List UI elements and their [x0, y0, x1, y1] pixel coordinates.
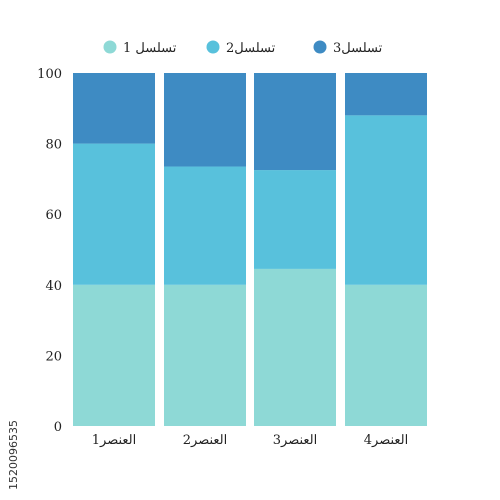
- legend-item-series1: تسلسل 1: [103, 40, 177, 56]
- legend: تسلسل 1 تسلسل2 تسلسل3: [103, 40, 383, 56]
- bar-segment-series3-item3: [254, 73, 336, 171]
- x-tick-label: العنصر4: [364, 433, 409, 448]
- side-id-text: 1520096535: [7, 420, 20, 490]
- bar-segment-series2-item3: [254, 170, 336, 269]
- bar-segment-series3-item4: [345, 73, 427, 116]
- bar-segment-series3-item1: [73, 73, 155, 144]
- y-axis: 0 20 40 60 80 100: [37, 67, 62, 435]
- bar-segment-series1-item4: [345, 284, 427, 426]
- y-tick-label: 0: [54, 420, 62, 435]
- bar-segment-series3-item2: [164, 73, 246, 167]
- bar-segment-series2-item2: [164, 166, 246, 285]
- y-tick-label: 60: [45, 208, 62, 223]
- legend-marker: [313, 40, 327, 54]
- legend-item-series2: تسلسل2: [206, 40, 276, 56]
- y-tick-label: 40: [45, 279, 62, 294]
- legend-label: تسلسل2: [226, 41, 276, 56]
- legend-label: تسلسل3: [333, 41, 383, 56]
- x-tick-label: العنصر2: [183, 433, 228, 448]
- legend-item-series3: تسلسل3: [313, 40, 383, 56]
- bars: [73, 73, 427, 426]
- bar-segment-series1-item1: [73, 284, 155, 426]
- y-tick-label: 100: [37, 67, 62, 82]
- bar-segment-series1-item3: [254, 268, 336, 426]
- bar-segment-series2-item1: [73, 143, 155, 285]
- y-tick-label: 20: [45, 349, 62, 364]
- x-axis: العنصر1 العنصر2 العنصر3 العنصر4: [92, 433, 409, 448]
- legend-label: تسلسل 1: [123, 41, 177, 56]
- legend-marker: [206, 40, 220, 54]
- bar-segment-series1-item2: [164, 284, 246, 426]
- legend-marker: [103, 40, 117, 54]
- y-tick-label: 80: [45, 138, 62, 153]
- x-tick-label: العنصر3: [273, 433, 318, 448]
- bar-segment-series2-item4: [345, 115, 427, 285]
- x-tick-label: العنصر1: [92, 433, 137, 448]
